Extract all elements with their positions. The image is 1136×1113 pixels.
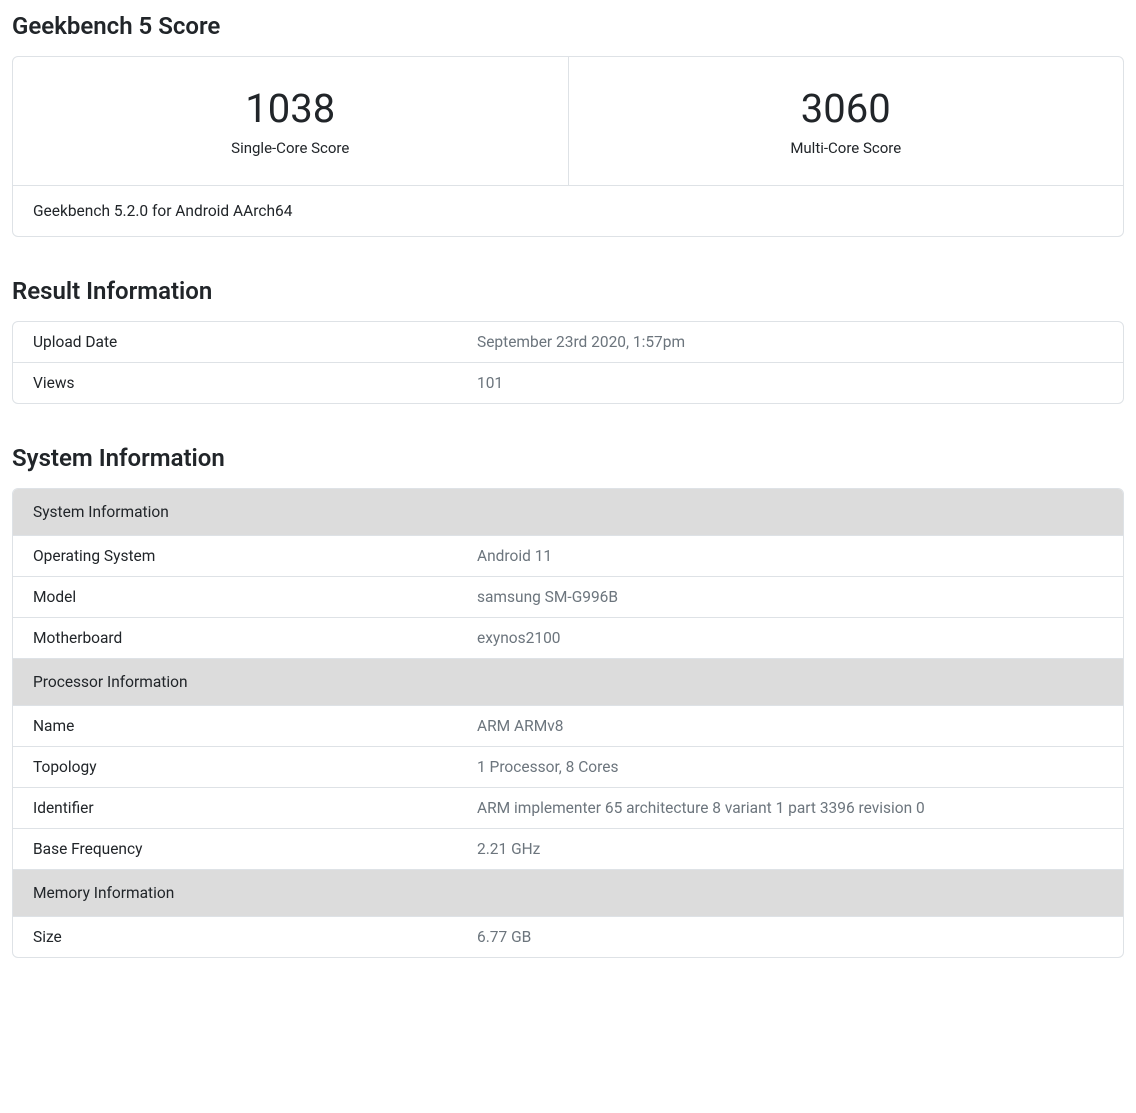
- row-value: September 23rd 2020, 1:57pm: [457, 322, 1123, 362]
- system-info-heading: System Information: [12, 444, 1124, 472]
- section-header-cell: Processor Information: [13, 658, 1123, 705]
- section-header-row: Processor Information: [13, 658, 1123, 705]
- table-row: Upload DateSeptember 23rd 2020, 1:57pm: [13, 322, 1123, 362]
- row-value: 2.21 GHz: [457, 828, 1123, 869]
- row-label: Size: [13, 916, 457, 957]
- row-value: 101: [457, 362, 1123, 403]
- row-value: ARM implementer 65 architecture 8 varian…: [457, 787, 1123, 828]
- system-info-section: System Information System InformationOpe…: [12, 444, 1124, 958]
- row-label: Model: [13, 576, 457, 617]
- table-row: NameARM ARMv8: [13, 705, 1123, 746]
- score-footer: Geekbench 5.2.0 for Android AArch64: [13, 185, 1123, 236]
- single-core-cell: 1038 Single-Core Score: [13, 57, 569, 185]
- table-row: IdentifierARM implementer 65 architectur…: [13, 787, 1123, 828]
- row-label: Identifier: [13, 787, 457, 828]
- section-header-cell: System Information: [13, 489, 1123, 535]
- single-core-label: Single-Core Score: [29, 139, 552, 157]
- multi-core-cell: 3060 Multi-Core Score: [569, 57, 1124, 185]
- table-row: Operating SystemAndroid 11: [13, 535, 1123, 576]
- table-row: Topology1 Processor, 8 Cores: [13, 746, 1123, 787]
- score-heading: Geekbench 5 Score: [12, 12, 1124, 40]
- row-label: Motherboard: [13, 617, 457, 658]
- row-value: 6.77 GB: [457, 916, 1123, 957]
- score-row: 1038 Single-Core Score 3060 Multi-Core S…: [13, 57, 1123, 185]
- score-section: Geekbench 5 Score 1038 Single-Core Score…: [12, 12, 1124, 237]
- row-value: ARM ARMv8: [457, 705, 1123, 746]
- system-info-table: System InformationOperating SystemAndroi…: [12, 488, 1124, 958]
- row-value: exynos2100: [457, 617, 1123, 658]
- result-info-heading: Result Information: [12, 277, 1124, 305]
- row-label: Name: [13, 705, 457, 746]
- row-value: samsung SM-G996B: [457, 576, 1123, 617]
- table-row: Motherboardexynos2100: [13, 617, 1123, 658]
- score-card: 1038 Single-Core Score 3060 Multi-Core S…: [12, 56, 1124, 237]
- multi-core-label: Multi-Core Score: [585, 139, 1108, 157]
- row-label: Upload Date: [13, 322, 457, 362]
- row-label: Base Frequency: [13, 828, 457, 869]
- result-info-section: Result Information Upload DateSeptember …: [12, 277, 1124, 404]
- row-value: Android 11: [457, 535, 1123, 576]
- table-row: Size6.77 GB: [13, 916, 1123, 957]
- section-header-row: System Information: [13, 489, 1123, 535]
- table-row: Views101: [13, 362, 1123, 403]
- result-info-table: Upload DateSeptember 23rd 2020, 1:57pmVi…: [12, 321, 1124, 404]
- row-label: Operating System: [13, 535, 457, 576]
- row-value: 1 Processor, 8 Cores: [457, 746, 1123, 787]
- table-row: Base Frequency2.21 GHz: [13, 828, 1123, 869]
- table-row: Modelsamsung SM-G996B: [13, 576, 1123, 617]
- section-header-row: Memory Information: [13, 869, 1123, 916]
- row-label: Topology: [13, 746, 457, 787]
- row-label: Views: [13, 362, 457, 403]
- section-header-cell: Memory Information: [13, 869, 1123, 916]
- multi-core-value: 3060: [585, 85, 1108, 133]
- single-core-value: 1038: [29, 85, 552, 133]
